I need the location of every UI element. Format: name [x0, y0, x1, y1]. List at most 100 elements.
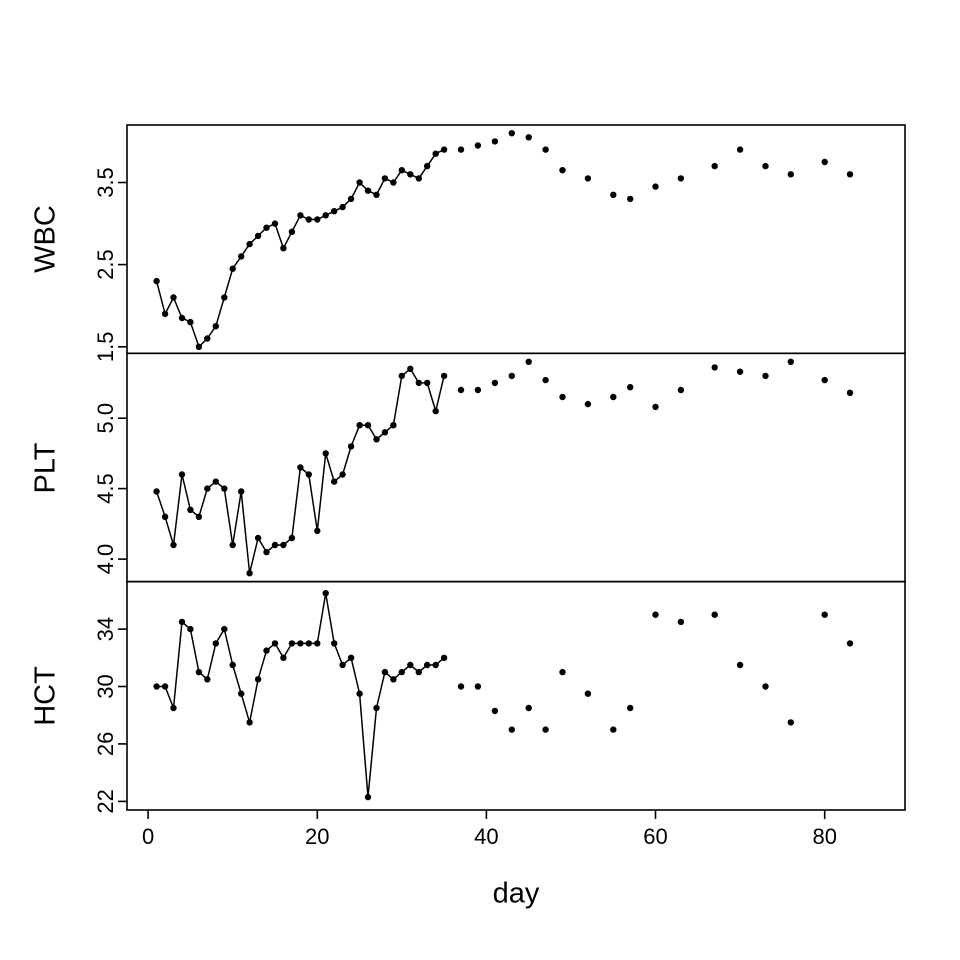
- x-tick-label: 80: [812, 824, 836, 849]
- data-point: [271, 541, 279, 549]
- data-point: [508, 130, 515, 137]
- data-point: [474, 142, 482, 149]
- data-point: [170, 294, 177, 301]
- data-point: [736, 661, 744, 669]
- data-point: [246, 719, 253, 726]
- y-tick-label: 5.0: [93, 403, 118, 434]
- data-point: [846, 171, 854, 178]
- data-point: [542, 146, 549, 153]
- data-point: [846, 389, 854, 396]
- panel-box: [126, 580, 906, 811]
- data-point: [508, 726, 515, 733]
- data-point: [170, 704, 177, 712]
- data-point: [271, 640, 279, 647]
- data-point: [280, 654, 287, 661]
- data-point: [610, 191, 617, 198]
- data-point: [288, 228, 296, 235]
- data-point: [339, 203, 346, 211]
- data-point: [711, 162, 718, 170]
- panel-box: [126, 124, 906, 355]
- data-point: [491, 379, 499, 387]
- data-point: [677, 175, 685, 182]
- series-line: [155, 368, 445, 574]
- data-point: [347, 443, 355, 450]
- data-point: [178, 314, 186, 322]
- data-point: [821, 611, 828, 618]
- data-point: [280, 541, 287, 549]
- data-point: [187, 318, 194, 326]
- data-point: [677, 618, 685, 626]
- data-point: [559, 668, 566, 676]
- data-point: [314, 527, 321, 535]
- series-line: [156, 593, 445, 798]
- data-point: [356, 179, 363, 186]
- data-point: [711, 611, 718, 618]
- data-point: [153, 488, 160, 495]
- data-point: [373, 436, 380, 443]
- data-point: [297, 640, 304, 647]
- data-point: [322, 212, 329, 219]
- y-tick-label: 3.5: [93, 167, 118, 198]
- data-point: [221, 485, 228, 492]
- x-tick-label: 40: [474, 824, 498, 849]
- data-point: [364, 793, 372, 801]
- data-point: [254, 676, 262, 683]
- y-tick-label: 26: [93, 732, 118, 756]
- data-point: [271, 220, 279, 227]
- y-axis-title-wbc: WBC: [29, 205, 62, 273]
- data-point: [254, 232, 262, 240]
- data-point: [677, 386, 685, 394]
- data-point: [381, 175, 389, 182]
- data-point: [161, 513, 169, 520]
- data-point: [178, 618, 186, 626]
- data-point: [297, 464, 304, 471]
- data-point: [415, 379, 422, 387]
- data-point: [398, 167, 405, 174]
- data-point: [331, 208, 338, 215]
- y-tick-label: 30: [93, 674, 118, 698]
- data-point: [415, 175, 422, 182]
- data-point: [762, 372, 769, 380]
- data-point: [457, 146, 465, 153]
- data-point: [440, 146, 448, 153]
- data-point: [846, 640, 854, 647]
- data-point: [263, 647, 270, 654]
- data-point: [652, 403, 659, 411]
- data-point: [559, 167, 566, 174]
- data-point: [280, 245, 287, 252]
- data-point: [440, 372, 448, 380]
- data-point: [229, 661, 236, 669]
- x-axis-title: day: [492, 877, 540, 910]
- y-tick-label: 2.5: [93, 249, 118, 280]
- data-point: [195, 343, 203, 350]
- data-point: [221, 625, 228, 633]
- data-point: [204, 485, 211, 492]
- y-axis-title-hct: HCT: [29, 666, 62, 726]
- data-point: [542, 726, 549, 733]
- data-point: [627, 704, 634, 712]
- data-point: [398, 668, 405, 676]
- y-axis-title-plt: PLT: [29, 442, 62, 494]
- data-point: [508, 372, 515, 380]
- data-point: [246, 240, 253, 248]
- data-point: [187, 506, 194, 513]
- data-point: [331, 478, 338, 485]
- data-point: [407, 661, 414, 669]
- data-point: [322, 450, 329, 457]
- data-point: [288, 534, 296, 542]
- data-point: [339, 471, 346, 478]
- data-point: [356, 422, 363, 429]
- data-point: [525, 358, 532, 365]
- data-point: [347, 654, 355, 661]
- panel-box: [126, 352, 906, 583]
- data-point: [195, 513, 203, 520]
- y-tick-label: 4.5: [93, 473, 118, 504]
- data-point: [474, 683, 482, 690]
- data-point: [390, 179, 397, 186]
- data-point: [238, 690, 245, 697]
- data-point: [314, 216, 321, 223]
- data-point: [373, 191, 380, 198]
- data-point: [424, 661, 431, 669]
